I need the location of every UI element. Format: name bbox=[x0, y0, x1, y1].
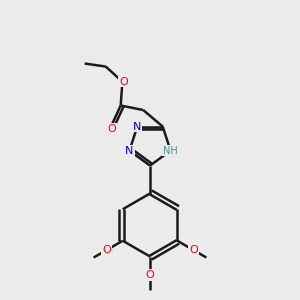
Text: N: N bbox=[125, 146, 134, 156]
Text: O: O bbox=[119, 76, 128, 86]
Text: O: O bbox=[189, 245, 198, 255]
Text: NH: NH bbox=[163, 146, 178, 156]
Text: N: N bbox=[133, 122, 142, 131]
Text: O: O bbox=[102, 245, 111, 255]
Text: O: O bbox=[146, 270, 154, 280]
Text: O: O bbox=[107, 124, 116, 134]
